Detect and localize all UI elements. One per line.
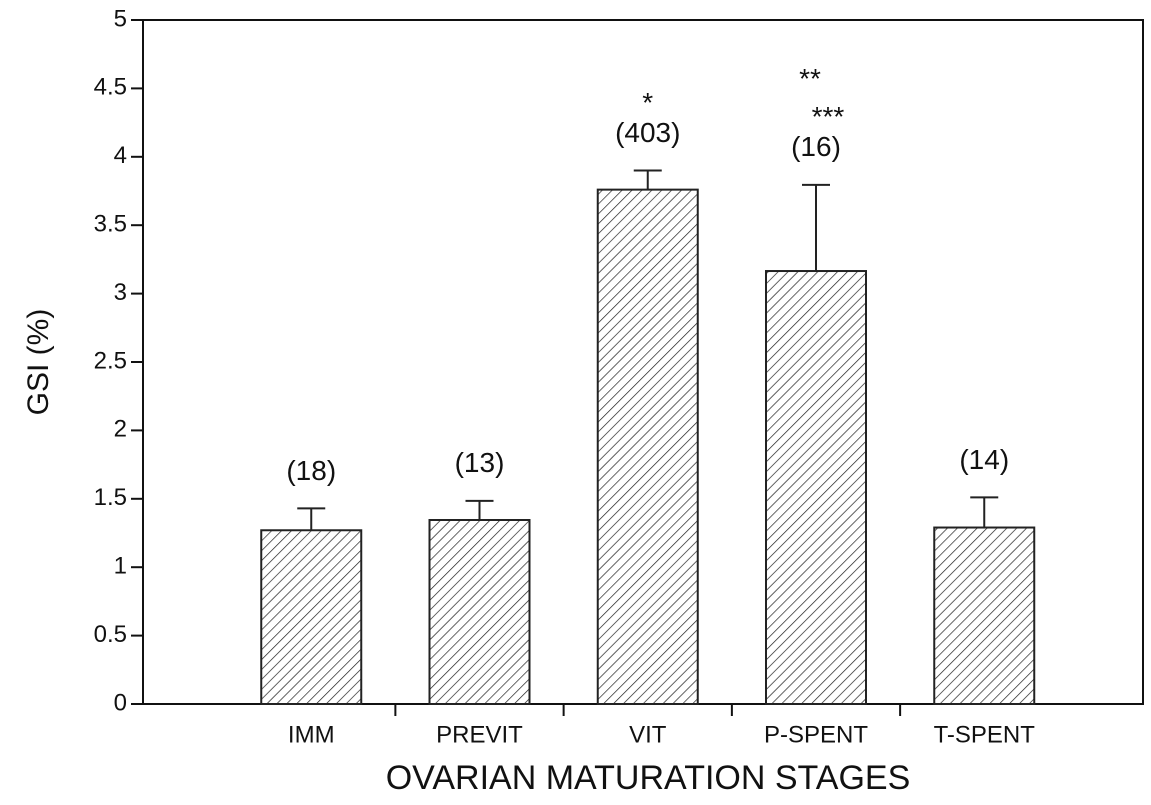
y-tick-label: 1	[114, 553, 127, 580]
bar	[428, 519, 531, 706]
x-tick-label: T-SPENT	[934, 721, 1036, 748]
y-tick-label: 3	[114, 279, 127, 306]
y-tick-label: 0	[114, 689, 127, 716]
n-label: (18)	[286, 455, 336, 486]
y-axis-label: GSI (%)	[22, 309, 55, 416]
y-tick-label: 4	[114, 142, 127, 169]
y-tick-label: 2	[114, 416, 127, 443]
significance-label: *	[642, 87, 653, 118]
n-label: (13)	[455, 447, 505, 478]
y-tick-label: 5	[114, 5, 127, 32]
n-label: (403)	[615, 117, 680, 148]
significance-label: ***	[812, 101, 845, 132]
x-axis-label: OVARIAN MATURATION STAGES	[386, 759, 911, 797]
bar	[596, 188, 699, 705]
n-label: (16)	[791, 131, 841, 162]
significance-label: **	[799, 63, 821, 94]
y-tick-label: 0.5	[94, 621, 127, 648]
x-tick-label: PREVIT	[436, 721, 523, 748]
n-label: (14)	[959, 444, 1009, 475]
x-tick-label: P-SPENT	[764, 721, 868, 748]
x-tick-label: IMM	[288, 721, 335, 748]
bar	[933, 526, 1036, 706]
bar	[765, 270, 867, 705]
y-tick-label: 4.5	[94, 74, 127, 101]
y-tick-label: 1.5	[94, 484, 127, 511]
bar	[260, 529, 363, 705]
y-tick-label: 3.5	[94, 211, 127, 238]
x-tick-label: VIT	[629, 721, 667, 748]
y-tick-label: 2.5	[94, 347, 127, 374]
